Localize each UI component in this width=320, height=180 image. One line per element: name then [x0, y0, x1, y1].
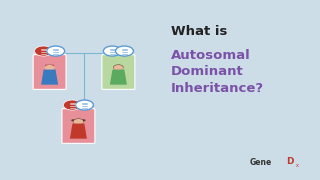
Polygon shape	[70, 124, 87, 139]
FancyBboxPatch shape	[45, 65, 54, 66]
Polygon shape	[110, 70, 127, 85]
Circle shape	[103, 46, 121, 56]
Circle shape	[113, 64, 124, 70]
Circle shape	[73, 118, 84, 124]
Circle shape	[47, 46, 65, 56]
Text: Gene: Gene	[250, 158, 272, 167]
Circle shape	[114, 65, 123, 70]
Polygon shape	[41, 70, 58, 85]
FancyBboxPatch shape	[102, 55, 135, 89]
Text: D: D	[286, 158, 294, 166]
Circle shape	[74, 119, 83, 124]
Circle shape	[116, 46, 133, 56]
Circle shape	[35, 46, 52, 56]
Text: Autosomal
Dominant
Inheritance?: Autosomal Dominant Inheritance?	[171, 49, 264, 95]
Circle shape	[63, 100, 81, 110]
Text: x: x	[296, 163, 299, 168]
Circle shape	[82, 119, 85, 121]
Text: What is: What is	[171, 25, 228, 38]
Circle shape	[71, 119, 75, 121]
FancyBboxPatch shape	[62, 109, 95, 143]
Circle shape	[45, 65, 54, 70]
Circle shape	[76, 100, 93, 110]
FancyBboxPatch shape	[33, 55, 66, 89]
